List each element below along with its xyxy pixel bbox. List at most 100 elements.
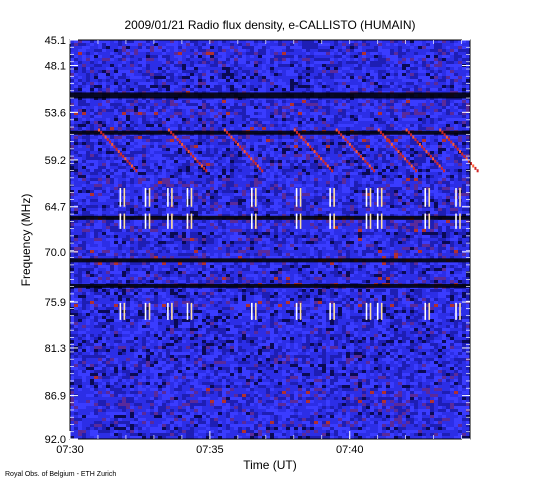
heatmap-cell — [302, 97, 306, 100]
heatmap-cell — [294, 184, 298, 187]
heatmap-cell — [438, 121, 442, 124]
heatmap-cell — [270, 79, 274, 82]
heatmap-cell — [70, 112, 74, 115]
heatmap-cell — [258, 88, 262, 91]
heatmap-cell — [442, 52, 446, 55]
heatmap-cell — [358, 115, 362, 118]
heatmap-cell — [78, 145, 82, 148]
heatmap-cell — [314, 61, 318, 64]
heatmap-cell — [450, 160, 454, 163]
heatmap-cell — [198, 64, 202, 67]
heatmap-cell — [434, 76, 438, 79]
heatmap-cell — [454, 82, 458, 85]
heatmap-cell — [78, 73, 82, 76]
heatmap-cell — [106, 49, 110, 52]
heatmap-cell — [210, 55, 214, 58]
heatmap-cell — [166, 169, 170, 172]
heatmap-cell — [170, 145, 174, 148]
heatmap-cell — [186, 103, 190, 106]
heatmap-cell — [98, 43, 102, 46]
heatmap-cell — [414, 82, 418, 85]
heatmap-cell — [346, 163, 350, 166]
heatmap-cell — [178, 61, 182, 64]
heatmap-cell — [110, 145, 114, 148]
heatmap-cell — [262, 106, 266, 109]
heatmap-cell — [250, 112, 254, 115]
heatmap-cell — [414, 142, 418, 145]
heatmap-cell — [138, 160, 142, 163]
heatmap-cell — [138, 49, 142, 52]
heatmap-cell — [106, 157, 110, 160]
heatmap-cell — [354, 163, 358, 166]
heatmap-cell — [226, 115, 230, 118]
heatmap-cell — [258, 172, 262, 175]
heatmap-cell — [250, 127, 254, 130]
heatmap-cell — [90, 172, 94, 175]
heatmap-cell — [314, 124, 318, 127]
heatmap-cell — [90, 67, 94, 70]
heatmap-cell — [294, 163, 298, 166]
heatmap-cell — [262, 175, 266, 178]
heatmap-cell — [382, 154, 386, 157]
heatmap-cell — [438, 145, 442, 148]
heatmap-cell — [330, 121, 334, 124]
heatmap-cell — [446, 178, 450, 181]
heatmap-cell — [242, 49, 246, 52]
heatmap-cell — [282, 148, 286, 151]
heatmap-cell — [98, 85, 102, 88]
heatmap-cell — [82, 46, 86, 49]
heatmap-cell — [334, 139, 338, 142]
heatmap-cell — [146, 64, 150, 67]
heatmap-cell — [126, 139, 130, 142]
heatmap-cell — [230, 169, 234, 172]
heatmap-cell — [74, 58, 78, 61]
heatmap-cell — [262, 40, 266, 43]
heatmap-cell — [390, 151, 394, 154]
heatmap-cell — [406, 148, 410, 151]
heatmap-cell — [242, 58, 246, 61]
heatmap-cell — [174, 142, 178, 145]
heatmap-cell — [418, 97, 422, 100]
heatmap-cell — [422, 136, 426, 139]
heatmap-cell — [298, 82, 302, 85]
heatmap-cell — [362, 109, 366, 112]
heatmap-cell — [70, 163, 74, 166]
heatmap-cell — [282, 142, 286, 145]
heatmap-cell — [454, 73, 458, 76]
heatmap-cell — [234, 124, 238, 127]
heatmap-cell — [450, 175, 454, 178]
heatmap-cell — [338, 148, 342, 151]
heatmap-cell — [250, 64, 254, 67]
heatmap-cell — [238, 187, 242, 190]
heatmap-cell — [346, 115, 350, 118]
heatmap-cell — [74, 139, 78, 142]
heatmap-cell — [78, 151, 82, 154]
heatmap-cell — [238, 103, 242, 106]
heatmap-cell — [426, 46, 430, 49]
heatmap-cell — [146, 61, 150, 64]
heatmap-cell — [418, 112, 422, 115]
heatmap-cell — [366, 121, 370, 124]
heatmap-cell — [266, 82, 270, 85]
heatmap-cell — [90, 175, 94, 178]
heatmap-cell — [326, 40, 330, 43]
heatmap-cell — [406, 76, 410, 79]
heatmap-cell — [150, 175, 154, 178]
heatmap-cell — [438, 40, 442, 43]
heatmap-cell — [450, 181, 454, 184]
heatmap-cell — [378, 115, 382, 118]
heatmap-cell — [466, 55, 470, 58]
heatmap-cell — [178, 136, 182, 139]
heatmap-cell — [194, 70, 198, 73]
heatmap-cell — [122, 88, 126, 91]
heatmap-cell — [142, 103, 146, 106]
heatmap-cell — [86, 145, 90, 148]
heatmap-cell — [110, 52, 114, 55]
heatmap-cell — [430, 46, 434, 49]
heatmap-cell — [146, 175, 150, 178]
heatmap-cell — [230, 118, 234, 121]
heatmap-cell — [342, 112, 346, 115]
heatmap-cell — [298, 85, 302, 88]
heatmap-cell — [146, 136, 150, 139]
heatmap-cell — [258, 55, 262, 58]
